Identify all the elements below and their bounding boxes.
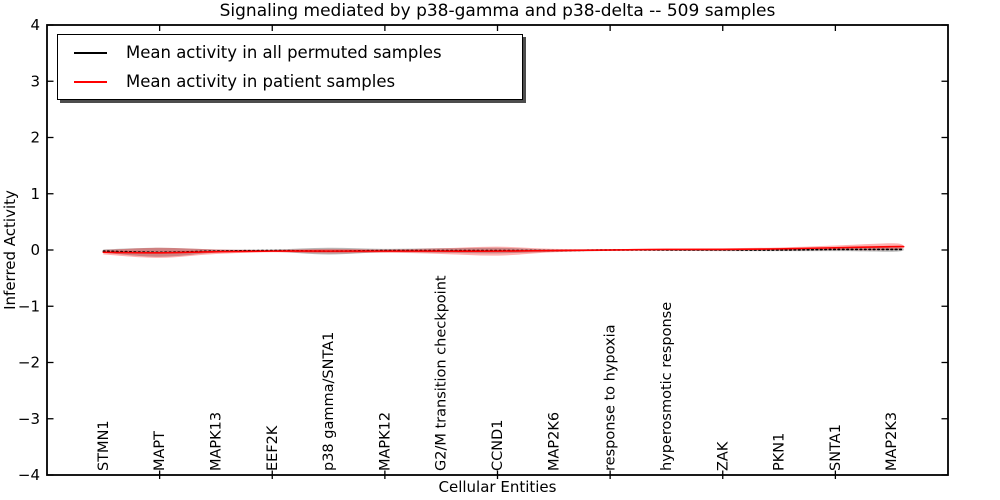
chart-title: Signaling mediated by p38-gamma and p38-… bbox=[219, 1, 776, 21]
x-category-label: hyperosmotic response bbox=[659, 302, 675, 471]
y-tick-label: −1 bbox=[18, 297, 40, 315]
x-axis-label: Cellular Entities bbox=[438, 478, 557, 496]
y-tick-label: −4 bbox=[18, 466, 40, 484]
x-category-label: STMN1 bbox=[96, 420, 112, 471]
y-tick-label: 0 bbox=[30, 241, 40, 259]
patient-line-swatch bbox=[74, 80, 107, 83]
legend-label: Mean activity in patient samples bbox=[126, 72, 396, 91]
permuted-line-swatch bbox=[74, 51, 107, 54]
legend-item-permuted: Mean activity in all permuted samples bbox=[74, 39, 514, 66]
x-category-label: MAPT bbox=[152, 431, 168, 471]
x-category-label: PKN1 bbox=[772, 433, 788, 471]
x-category-label: MAPK13 bbox=[208, 412, 224, 471]
y-tick-label: −3 bbox=[18, 410, 40, 428]
x-category-label: SNTA1 bbox=[828, 424, 844, 471]
x-category-label: G2/M transition checkpoint bbox=[434, 275, 450, 471]
x-category-label: CCND1 bbox=[490, 420, 506, 472]
legend: Mean activity in all permuted samples Me… bbox=[57, 34, 523, 100]
patient-mean-line bbox=[102, 245, 905, 254]
x-category-label: EEF2K bbox=[265, 425, 281, 471]
y-tick-label: 4 bbox=[30, 16, 40, 34]
axes-frame bbox=[46, 24, 949, 476]
y-tick-label: 1 bbox=[30, 185, 40, 203]
x-category-label: MAP2K3 bbox=[884, 412, 900, 471]
x-category-label: MAP2K6 bbox=[546, 412, 562, 471]
x-category-label: p38 gamma/SNTA1 bbox=[321, 332, 337, 471]
y-tick-label: −2 bbox=[18, 354, 40, 372]
x-category-label: response to hypoxia bbox=[603, 324, 619, 471]
legend-item-patient: Mean activity in patient samples bbox=[74, 68, 514, 95]
y-tick-label: 2 bbox=[30, 129, 40, 147]
x-category-label: ZAK bbox=[715, 441, 731, 471]
x-category-label: MAPK12 bbox=[377, 412, 393, 471]
y-tick-label: 3 bbox=[30, 72, 40, 90]
legend-label: Mean activity in all permuted samples bbox=[126, 43, 442, 62]
